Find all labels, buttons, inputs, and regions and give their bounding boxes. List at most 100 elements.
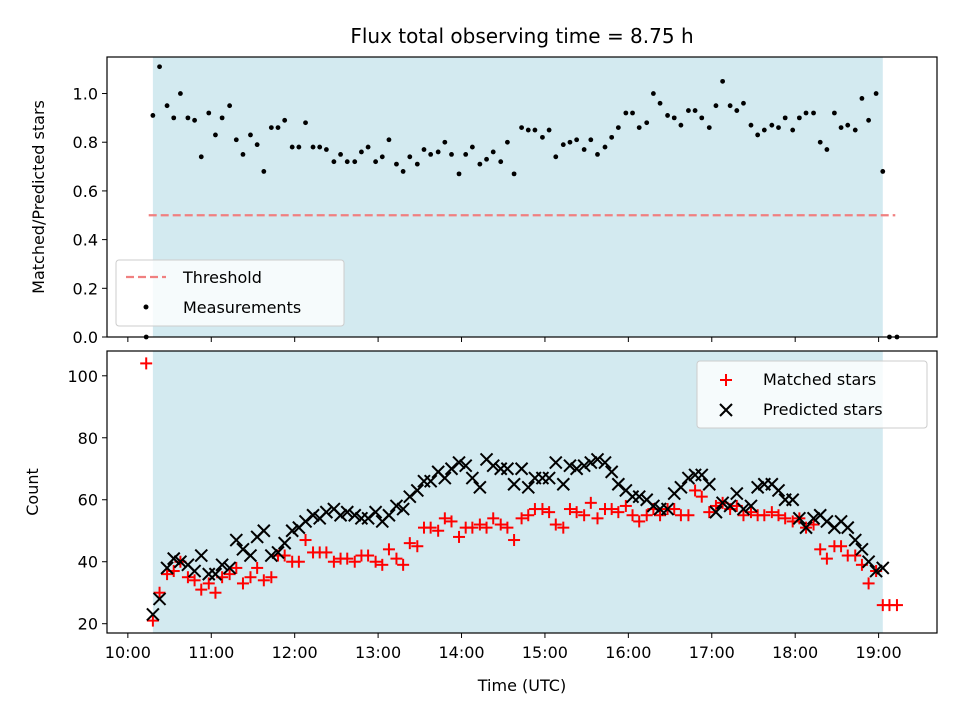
measurement-point bbox=[546, 127, 552, 133]
predicted-star-point bbox=[563, 458, 577, 473]
predicted-star-point bbox=[750, 480, 765, 495]
measurement-point bbox=[178, 91, 183, 96]
measurement-point bbox=[692, 108, 698, 113]
matched-star-point bbox=[188, 574, 201, 587]
predicted-star-point bbox=[396, 502, 410, 516]
measurement-point bbox=[414, 161, 420, 167]
measurement-point bbox=[164, 103, 170, 109]
ratio-plot-frame bbox=[106, 56, 938, 338]
measurement-point bbox=[365, 144, 371, 150]
matched-star-point bbox=[820, 552, 833, 565]
ratio-y-tick-label: 1.0 bbox=[73, 85, 98, 104]
ratio-y-axis-title: Matched/Predicted stars bbox=[29, 100, 48, 294]
measurement-point bbox=[581, 147, 587, 152]
predicted-star-point bbox=[319, 505, 334, 519]
matched-star-point bbox=[209, 586, 222, 599]
measurement-point bbox=[630, 110, 635, 116]
matched-star-point bbox=[862, 577, 875, 590]
predicted-star-point bbox=[215, 558, 229, 572]
predicted-star-point bbox=[709, 505, 723, 519]
matched-star-point bbox=[181, 571, 194, 584]
predicted-star-point bbox=[584, 455, 598, 470]
measurement-point bbox=[519, 125, 524, 131]
matched-star-point bbox=[549, 518, 562, 531]
measurement-point bbox=[532, 127, 538, 133]
measurement-point bbox=[713, 103, 719, 109]
ratio-y-tick-label: 0.4 bbox=[73, 231, 98, 250]
matched-star-point bbox=[835, 540, 848, 553]
measurement-point bbox=[636, 125, 642, 131]
matched-star-point bbox=[424, 521, 437, 534]
measurement-point bbox=[831, 110, 837, 116]
matched-star-point bbox=[453, 530, 466, 543]
predicted-star-point bbox=[569, 462, 584, 476]
count-panel: 20 40 60 80 100 10:00 11:00 12:00 13:00 14:00 15:… bbox=[23, 350, 938, 695]
measurement-point bbox=[748, 122, 754, 128]
x-tick-label: 13:00 bbox=[355, 643, 401, 662]
matched-star-point bbox=[633, 515, 646, 528]
matched-star-point bbox=[362, 549, 375, 562]
predicted-star-point bbox=[243, 548, 258, 563]
measurement-point bbox=[254, 142, 260, 148]
predicted-star-point bbox=[222, 561, 237, 575]
predicted-star-point bbox=[715, 496, 730, 510]
predicted-star-point bbox=[348, 508, 362, 522]
measurement-point bbox=[790, 127, 796, 133]
predicted-star-point bbox=[285, 524, 299, 538]
predicted-star-point bbox=[695, 468, 709, 482]
predicted-star-point bbox=[730, 486, 744, 501]
ratio-y-tick-label: 0.6 bbox=[73, 182, 98, 201]
matched-star-point bbox=[397, 558, 410, 571]
measurement-point bbox=[490, 149, 496, 155]
measurement-point bbox=[824, 147, 830, 152]
measurement-point bbox=[275, 125, 281, 131]
predicted-star-point bbox=[514, 462, 529, 476]
legend-matched-swatch bbox=[720, 374, 732, 386]
predicted-star-point bbox=[333, 508, 348, 522]
x-tick-label: 10:00 bbox=[105, 643, 151, 662]
matched-star-point bbox=[605, 503, 618, 516]
measurement-point bbox=[498, 159, 504, 165]
measurement-point bbox=[359, 149, 364, 155]
matched-star-point bbox=[480, 521, 493, 534]
count-legend-box bbox=[696, 360, 928, 429]
measurement-point bbox=[213, 132, 218, 138]
measurement-point bbox=[219, 115, 225, 121]
matched-star-point bbox=[251, 561, 264, 574]
measurement-points bbox=[143, 64, 900, 340]
measurement-point bbox=[678, 122, 684, 128]
predicted-star-point bbox=[277, 536, 292, 550]
measurement-point bbox=[317, 144, 323, 150]
measurement-point bbox=[873, 91, 879, 96]
matched-star-point bbox=[890, 599, 903, 612]
ratio-y-tick-label: 0.8 bbox=[73, 133, 98, 152]
measurement-point bbox=[198, 154, 204, 160]
predicted-star-point bbox=[785, 493, 800, 507]
measurement-point bbox=[157, 64, 162, 70]
measurement-point bbox=[866, 117, 871, 123]
predicted-star-point bbox=[187, 564, 202, 578]
matched-star-point bbox=[626, 509, 639, 522]
measurement-point bbox=[574, 137, 580, 143]
matched-star-point bbox=[703, 506, 716, 519]
legend-predicted-label: Predicted stars bbox=[763, 400, 883, 419]
predicted-star-point bbox=[208, 567, 223, 581]
matched-star-point bbox=[223, 568, 236, 581]
matched-star-point bbox=[432, 524, 445, 537]
matched-star-point bbox=[578, 509, 591, 522]
measurement-point bbox=[817, 139, 823, 145]
measurement-point bbox=[540, 134, 545, 140]
predicted-star-point bbox=[438, 471, 452, 485]
measurement-point bbox=[567, 139, 573, 145]
count-y-tick-label: 20 bbox=[78, 615, 98, 634]
predicted-star-point bbox=[473, 480, 487, 495]
x-tick-label: 19:00 bbox=[856, 643, 902, 662]
measurement-point bbox=[352, 159, 358, 165]
predicted-star-point bbox=[869, 564, 883, 578]
predicted-star-point bbox=[556, 477, 570, 491]
measurement-point bbox=[463, 151, 469, 157]
measurement-point bbox=[505, 139, 510, 145]
matched-star-point bbox=[737, 509, 750, 522]
matched-star-point bbox=[772, 509, 785, 522]
matched-star-point bbox=[765, 506, 778, 519]
